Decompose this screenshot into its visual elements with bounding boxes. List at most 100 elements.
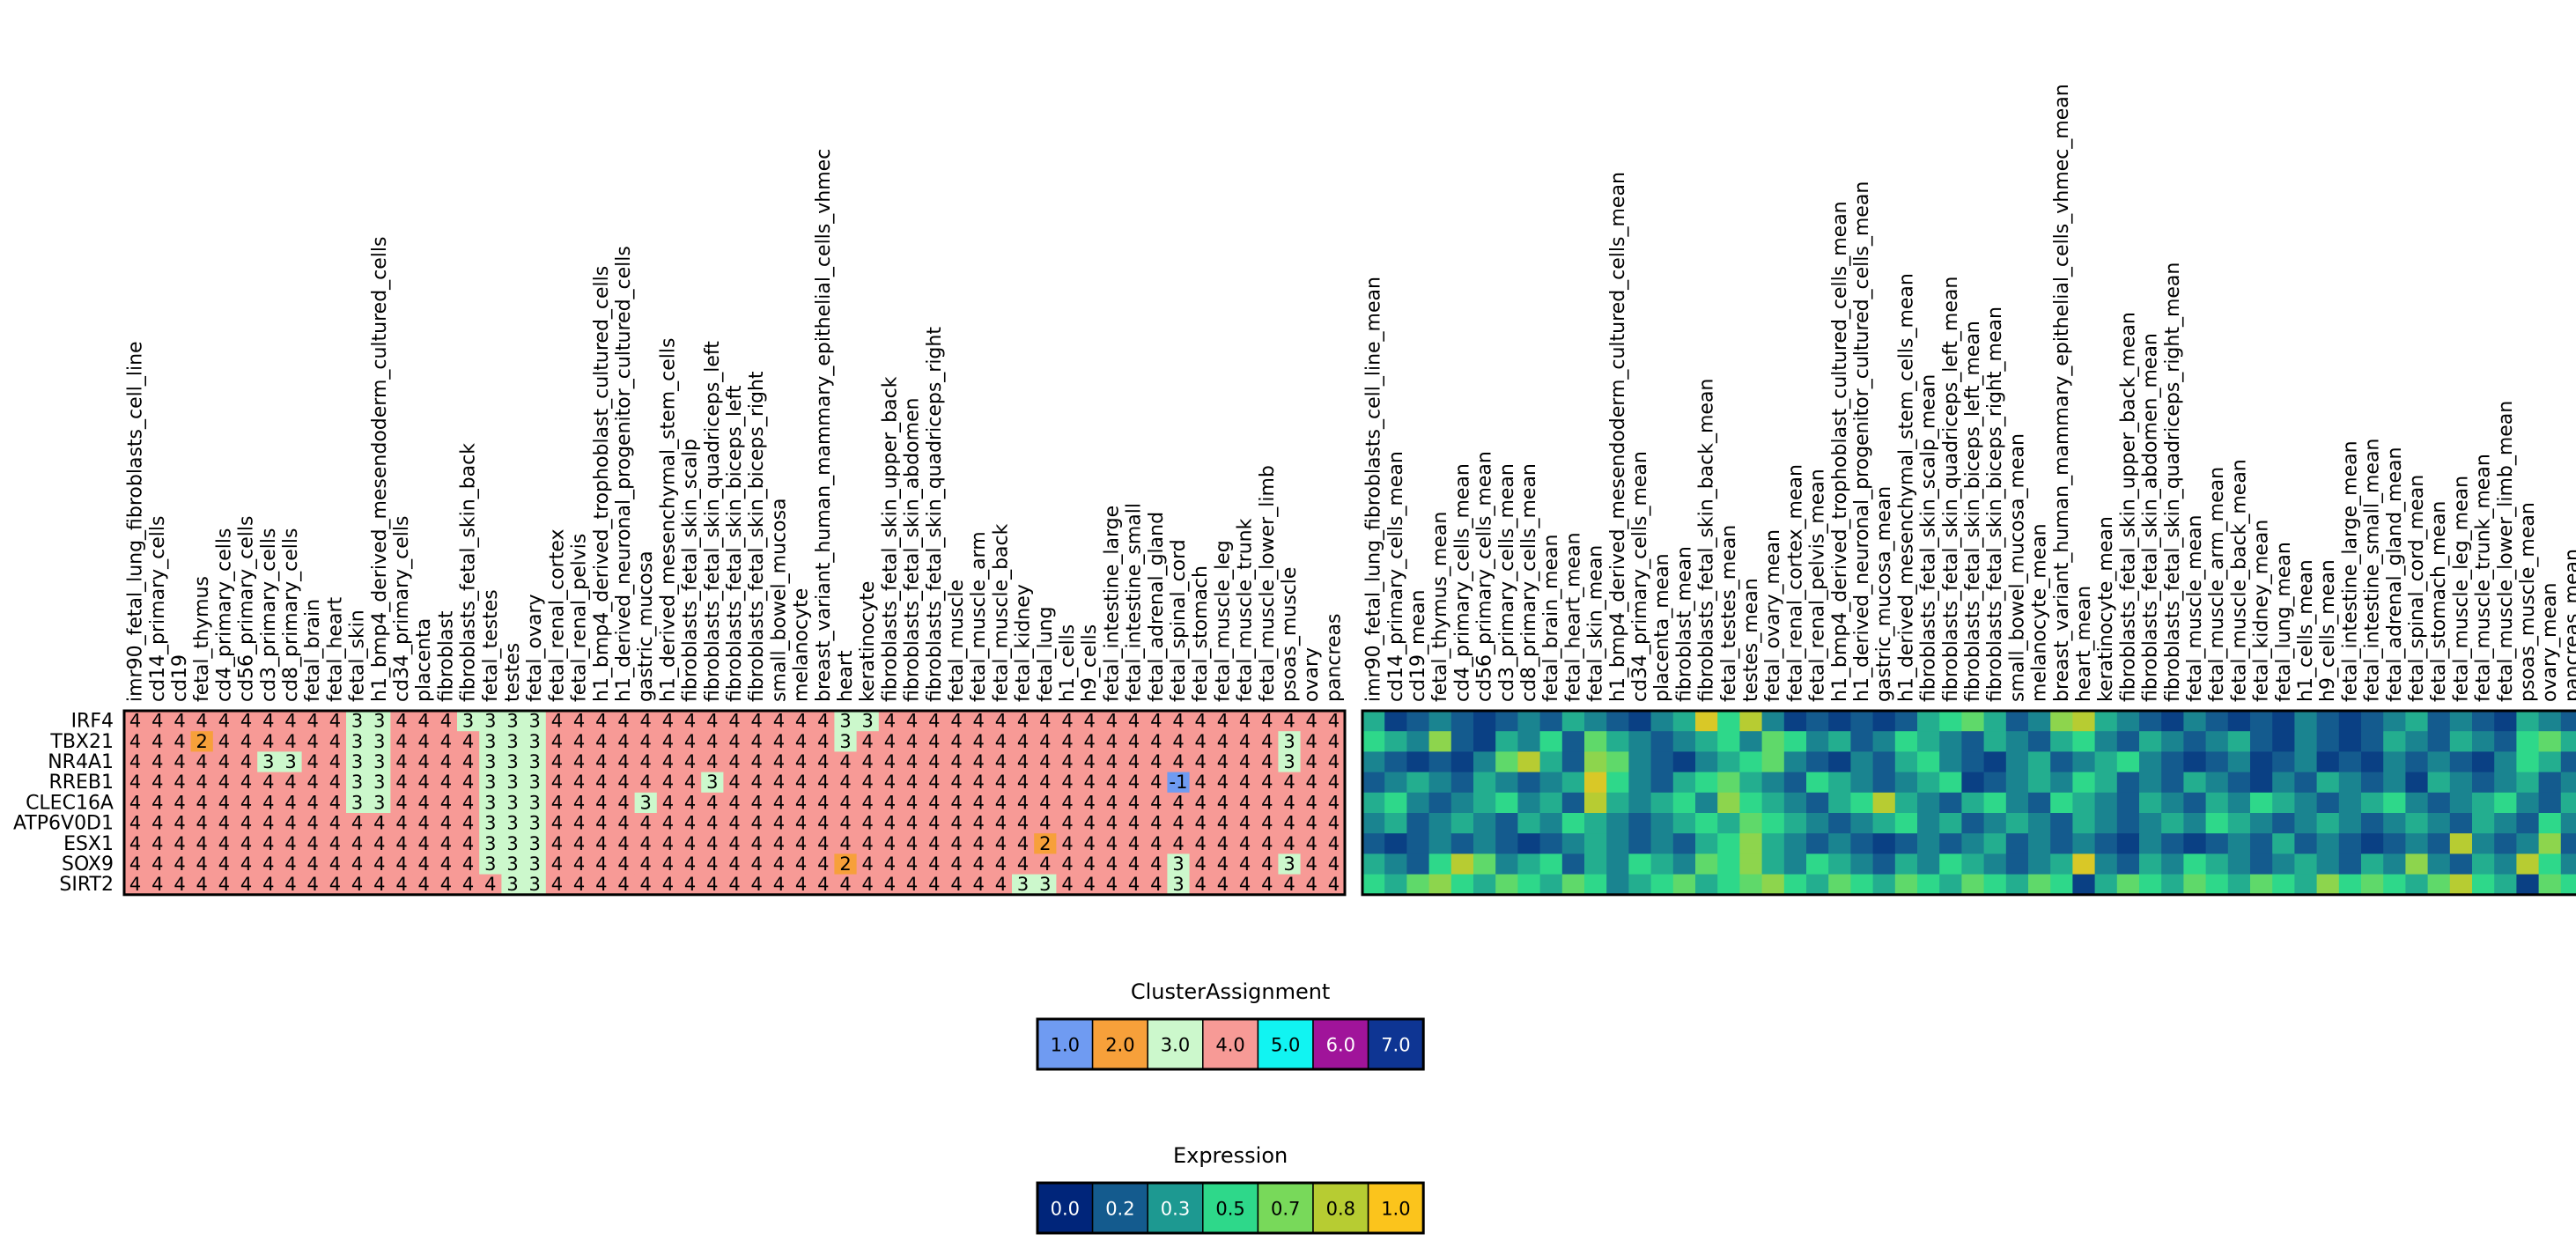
cell-value-label: 4 [173, 792, 185, 813]
heatmap-cell [568, 833, 591, 854]
heatmap-cell [2005, 833, 2029, 854]
heatmap-cell [1362, 751, 1385, 772]
heatmap-cell [2005, 853, 2029, 875]
cell-value-label: 4 [950, 813, 962, 834]
column-label: h1_derived_mesenchymal_stem_cells_mean [1895, 273, 1917, 702]
heatmap-cell [1894, 874, 1918, 896]
heatmap-cell [457, 792, 480, 814]
heatmap-cell [2560, 853, 2576, 875]
cell-value-label: 4 [1084, 833, 1096, 854]
heatmap-cell [1983, 853, 2007, 875]
column-label: placenta_mean [1651, 553, 1673, 702]
heatmap-cell [1917, 813, 1940, 834]
heatmap-cell [1428, 853, 1452, 875]
heatmap-cell [1606, 751, 1629, 772]
cell-value-label: 4 [1017, 772, 1029, 793]
heatmap-cell [323, 874, 347, 896]
heatmap-cell [834, 731, 857, 752]
heatmap-cell [1406, 874, 1429, 896]
heatmap-cell [679, 731, 702, 752]
heatmap-cell [2294, 833, 2317, 854]
cell-value-label: 4 [817, 711, 829, 732]
cell-value-label: 4 [906, 853, 918, 875]
heatmap-cell [634, 874, 658, 896]
cell-value-label: 4 [773, 833, 785, 854]
heatmap-cell [1211, 731, 1235, 752]
heatmap-cell [2538, 813, 2562, 834]
heatmap-cell [2449, 874, 2473, 896]
heatmap-cell [1012, 711, 1035, 732]
heatmap-cell [2072, 874, 2095, 896]
heatmap-cell [1450, 751, 1474, 772]
column-label: fibroblasts_fetal_skin_abdomen [902, 398, 924, 703]
heatmap-cell [679, 874, 702, 896]
cell-value-label: 4 [129, 853, 141, 875]
cell-value-label: 4 [751, 792, 763, 813]
cell-value-label: 3 [1039, 874, 1051, 895]
heatmap-cell [1761, 792, 1785, 814]
cell-value-label: 4 [440, 874, 452, 895]
heatmap-cell [1939, 874, 1962, 896]
heatmap-cell [2116, 711, 2140, 732]
cell-value-label: 4 [995, 833, 1007, 854]
heatmap-cell [834, 874, 857, 896]
legend-swatch [1257, 1182, 1314, 1234]
heatmap-cell [1894, 772, 1918, 794]
heatmap-cell [124, 772, 147, 794]
heatmap-cell [1211, 813, 1235, 834]
heatmap-cell [1783, 874, 1807, 896]
heatmap-cell [1322, 833, 1346, 854]
heatmap-cell [2028, 874, 2051, 896]
heatmap-cell [2250, 853, 2273, 875]
heatmap-cell [1717, 711, 1740, 732]
heatmap-cell [2538, 792, 2562, 814]
heatmap-cell [346, 731, 369, 752]
heatmap-cell [545, 853, 569, 875]
heatmap-cell [2427, 751, 2451, 772]
heatmap-cell [479, 833, 502, 854]
heatmap-cell [1234, 874, 1257, 896]
column-label: fibroblasts_fetal_skin_biceps_left_mean [1962, 321, 1984, 702]
heatmap-cell [1806, 731, 1829, 752]
cell-value-label: 4 [862, 813, 874, 834]
heatmap-cell [2383, 711, 2406, 732]
heatmap-cell [146, 853, 169, 875]
cell-value-label: 4 [329, 813, 341, 834]
heatmap-cell [1517, 792, 1540, 814]
column-label: cd14_primary_cells_mean [1385, 451, 1407, 702]
heatmap-cell [1100, 813, 1124, 834]
heatmap-cell [1056, 751, 1079, 772]
heatmap-cell [1894, 833, 1918, 854]
heatmap-cell [1123, 711, 1146, 732]
cell-value-label: 4 [1061, 711, 1073, 732]
heatmap-cell [1828, 874, 1851, 896]
heatmap-cell [790, 874, 813, 896]
heatmap-cell [2161, 833, 2184, 854]
heatmap-cell [1384, 792, 1407, 814]
legend-label: 3.0 [1161, 1035, 1190, 1056]
cell-value-label: 4 [262, 731, 274, 752]
cell-value-label: 4 [1239, 813, 1251, 834]
heatmap-cell [1495, 792, 1518, 814]
cell-value-label: 4 [773, 853, 785, 875]
heatmap-cell [2494, 772, 2517, 794]
heatmap-cell [945, 772, 968, 794]
legend-label: 1.0 [1381, 1199, 1410, 1220]
cell-value-label: 3 [529, 853, 541, 875]
column-label: fetal_stomach_mean [2428, 501, 2450, 702]
cell-value-label: 4 [1261, 874, 1273, 895]
heatmap-cell [2516, 853, 2539, 875]
cell-value-label: 4 [329, 792, 341, 813]
cell-value-label: 4 [1328, 813, 1340, 834]
cell-value-label: 4 [1039, 813, 1051, 834]
legend-label: 5.0 [1271, 1035, 1300, 1056]
heatmap-cell [1628, 792, 1651, 814]
heatmap-cell [856, 751, 880, 772]
heatmap-cell [1012, 772, 1035, 794]
heatmap-cell [2005, 874, 2029, 896]
heatmap-cell [1850, 874, 1873, 896]
cell-value-label: 4 [839, 813, 851, 834]
heatmap-cell [679, 792, 702, 814]
cell-value-label: 2 [839, 853, 851, 875]
heatmap-cell [1056, 772, 1079, 794]
